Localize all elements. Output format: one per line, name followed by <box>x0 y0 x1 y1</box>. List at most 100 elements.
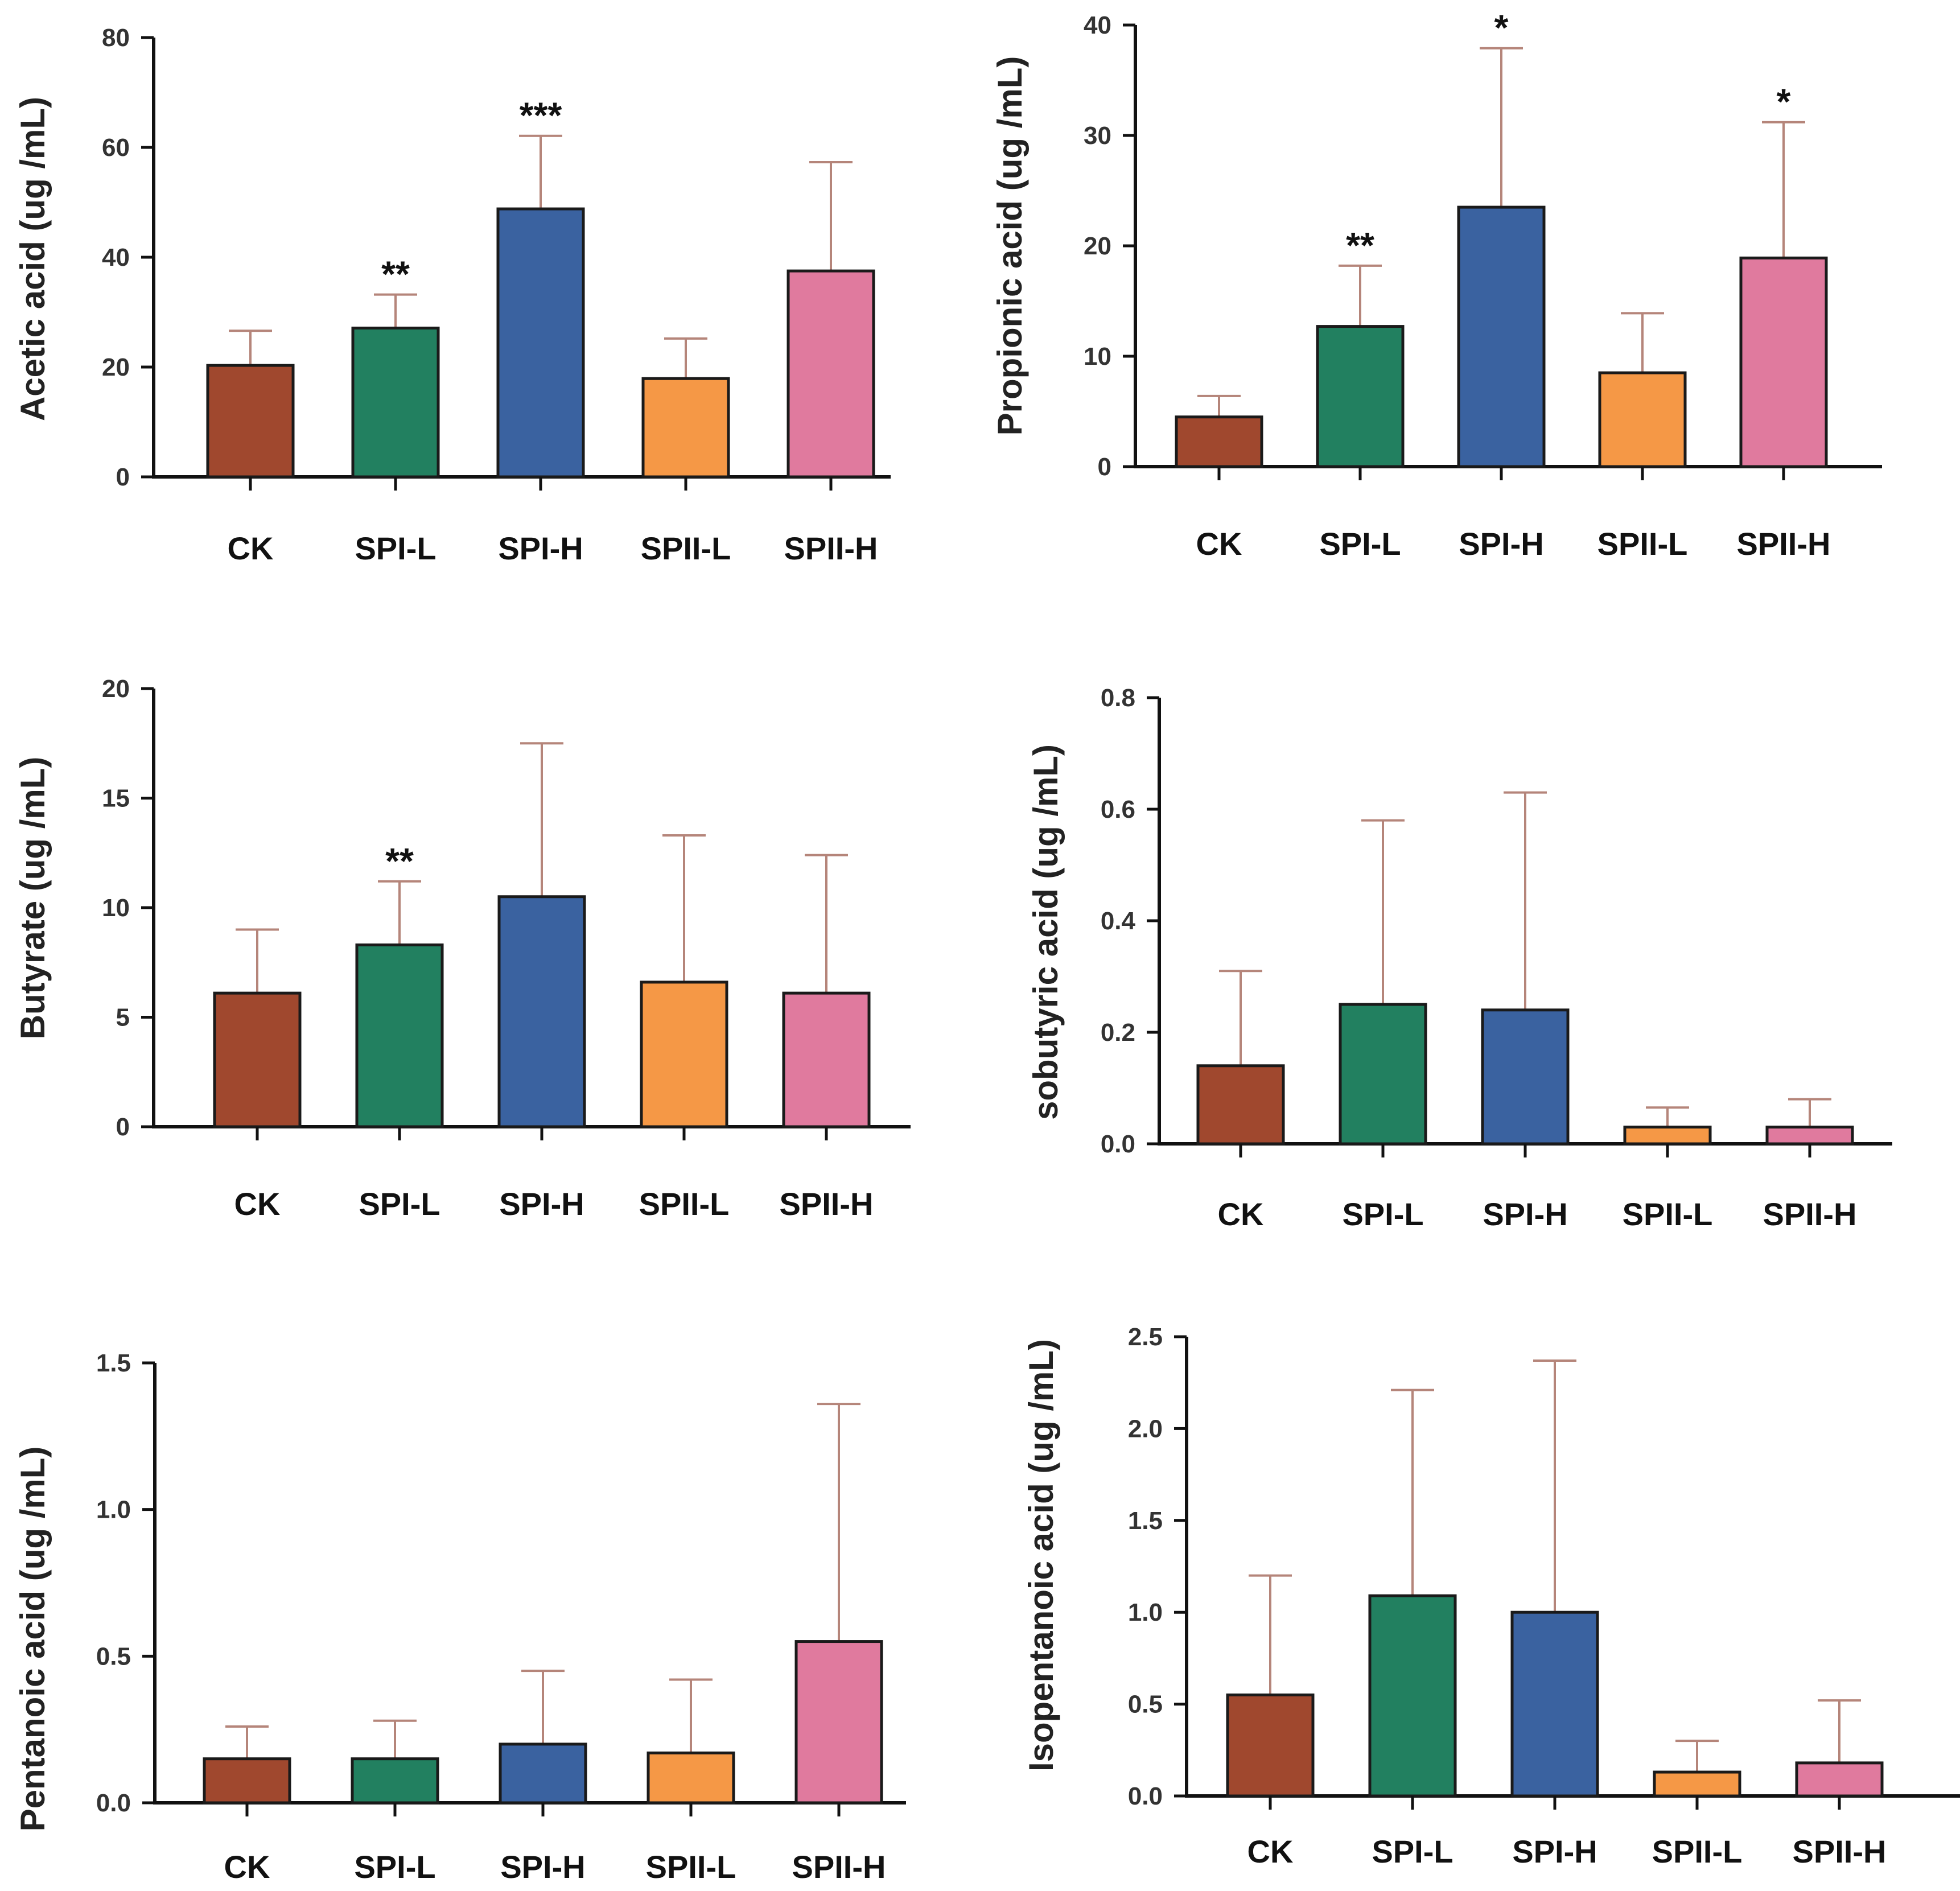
chart-3-significance-label: ** <box>385 841 414 881</box>
chart-4-y-tick-label: 0.8 <box>1101 684 1135 712</box>
chart-3-bar <box>355 943 444 1128</box>
chart-6-y-tick-label: 1.0 <box>1128 1599 1163 1626</box>
chart-1-y-tick-label: 0 <box>116 463 130 491</box>
chart-2-significance-label: ** <box>1346 225 1374 266</box>
chart-6-bar <box>1653 1770 1741 1798</box>
chart-1-bar <box>351 326 440 479</box>
chart-4-y-tick-label: 0.4 <box>1101 907 1136 935</box>
chart-6-category-label: SPII-H <box>1793 1834 1887 1869</box>
chart-1-category-label: SPII-H <box>784 530 878 566</box>
chart-1: 0 20 40 60 80 Acetic acid (ug /mL) CK SPI-L ** SP… <box>14 24 891 566</box>
chart-3-y-tick-label: 10 <box>102 894 130 922</box>
chart-1-y-tick-label: 60 <box>102 134 130 162</box>
chart-2-y-tick-label: 20 <box>1084 232 1111 260</box>
chart-3-category-label: SPII-H <box>780 1186 874 1222</box>
chart-4-category-label: SPI-H <box>1483 1196 1567 1232</box>
chart-6-y-tick-label: 2.5 <box>1128 1323 1163 1351</box>
chart-6-y-axis-title: Isopentanoic acid (ug /mL) <box>1022 1339 1060 1771</box>
chart-5-category-label: CK <box>224 1849 270 1885</box>
chart-3-category-label: CK <box>234 1186 281 1222</box>
chart-1-category-label: SPI-H <box>498 530 583 566</box>
chart-3-bar <box>497 895 586 1128</box>
chart-1-bar <box>496 207 585 479</box>
chart-5-y-tick-label: 0.5 <box>96 1642 131 1670</box>
chart-5-y-tick-label: 1.0 <box>96 1496 131 1524</box>
chart-2-y-tick-label: 10 <box>1084 343 1111 370</box>
chart-6-y-tick-label: 0.0 <box>1128 1782 1163 1810</box>
chart-6-category-label: SPI-H <box>1512 1834 1597 1869</box>
chart-2-category-label: SPI-L <box>1319 526 1401 562</box>
chart-2-category-label: SPII-H <box>1737 526 1831 562</box>
chart-4-y-tick-label: 0.6 <box>1101 796 1135 823</box>
chart-6-category-label: SPI-L <box>1372 1834 1453 1869</box>
chart-2: 0 10 20 30 40 Propionic acid (ug /mL) CK SPI-L *… <box>991 7 1882 562</box>
chart-4-bar <box>1765 1126 1854 1146</box>
chart-6-y-tick-label: 1.5 <box>1128 1507 1163 1535</box>
chart-5-bar <box>499 1742 587 1805</box>
chart-2-significance-label: * <box>1777 81 1791 122</box>
chart-5-bar <box>647 1751 735 1805</box>
chart-3-bar <box>782 991 871 1128</box>
chart-4-category-label: CK <box>1218 1196 1264 1232</box>
chart-6-bar <box>1368 1594 1457 1798</box>
chart-5-category-label: SPII-L <box>646 1849 736 1885</box>
chart-4-bar <box>1481 1008 1570 1146</box>
chart-5-bar <box>351 1757 439 1805</box>
chart-2-y-tick-label: 0 <box>1098 453 1111 481</box>
chart-1-bar <box>787 269 875 479</box>
chart-4-category-label: SPII-L <box>1623 1196 1713 1232</box>
chart-2-category-label: CK <box>1196 526 1242 562</box>
chart-2-bar <box>1739 256 1828 468</box>
chart-6-y-tick-label: 0.5 <box>1128 1691 1163 1719</box>
chart-3-y-tick-label: 5 <box>116 1004 130 1032</box>
chart-1-y-tick-label: 80 <box>102 24 130 52</box>
chart-4-y-axis-title: sobutyric acid (ug /mL) <box>1027 744 1065 1120</box>
chart-3-y-tick-label: 15 <box>102 785 130 813</box>
chart-1-y-tick-label: 20 <box>102 353 130 381</box>
chart-1-bar <box>641 377 730 479</box>
chart-5-bar <box>794 1640 883 1805</box>
chart-4-bar <box>1339 1003 1427 1146</box>
chart-2-bar <box>1316 325 1405 468</box>
chart-6-category-label: SPII-L <box>1652 1834 1743 1869</box>
chart-3: 0 5 10 15 20 Butyrate (ug /mL) CK SPI-L ** SPI-H S… <box>14 675 911 1222</box>
chart-4-category-label: SPII-H <box>1763 1196 1857 1232</box>
chart-1-significance-label: *** <box>520 95 562 136</box>
chart-5-category-label: SPII-H <box>792 1849 886 1885</box>
chart-2-y-tick-label: 40 <box>1084 11 1111 39</box>
chart-1-category-label: SPI-L <box>355 530 436 566</box>
chart-3-category-label: SPI-H <box>499 1186 584 1222</box>
chart-2-bar <box>1175 415 1263 468</box>
chart-4-category-label: SPI-L <box>1342 1196 1423 1232</box>
chart-2-category-label: SPII-L <box>1597 526 1688 562</box>
chart-6-category-label: CK <box>1247 1834 1294 1869</box>
chart-3-bar <box>640 980 728 1128</box>
chart-4-y-tick-label: 0.2 <box>1101 1019 1135 1047</box>
chart-2-significance-label: * <box>1494 7 1509 48</box>
chart-5-bar <box>203 1757 291 1805</box>
chart-4-bar <box>1196 1064 1285 1146</box>
chart-3-y-tick-label: 0 <box>116 1113 130 1141</box>
chart-5-category-label: SPI-L <box>354 1849 435 1885</box>
chart-1-bar <box>206 364 295 479</box>
chart-6: 0.0 0.5 1.0 1.5 2.0 2.5 Isopentanoic acid (ug … <box>1022 1323 1960 1869</box>
chart-3-category-label: SPII-L <box>639 1186 730 1222</box>
chart-5-y-tick-label: 0.0 <box>96 1789 131 1817</box>
chart-6-y-tick-label: 2.0 <box>1128 1415 1163 1443</box>
chart-3-y-axis-title: Butyrate (ug /mL) <box>14 757 52 1040</box>
chart-3-bar <box>213 991 302 1128</box>
chart-2-bar <box>1598 371 1687 468</box>
chart-5-category-label: SPI-H <box>500 1849 585 1885</box>
chart-2-bar <box>1457 205 1546 468</box>
chart-1-y-tick-label: 40 <box>102 244 130 271</box>
chart-1-category-label: CK <box>228 530 274 566</box>
chart-3-y-tick-label: 20 <box>102 675 130 703</box>
chart-5-y-tick-label: 1.5 <box>96 1349 131 1377</box>
chart-4: 0.0 0.2 0.4 0.6 0.8 sobutyric acid (ug /mL) CK… <box>1027 684 1892 1232</box>
chart-2-category-label: SPI-H <box>1459 526 1543 562</box>
chart-6-bar <box>1226 1693 1315 1798</box>
chart-2-y-axis-title: Propionic acid (ug /mL) <box>991 56 1029 436</box>
chart-2-y-tick-label: 30 <box>1084 122 1111 150</box>
chart-1-significance-label: ** <box>381 254 410 295</box>
